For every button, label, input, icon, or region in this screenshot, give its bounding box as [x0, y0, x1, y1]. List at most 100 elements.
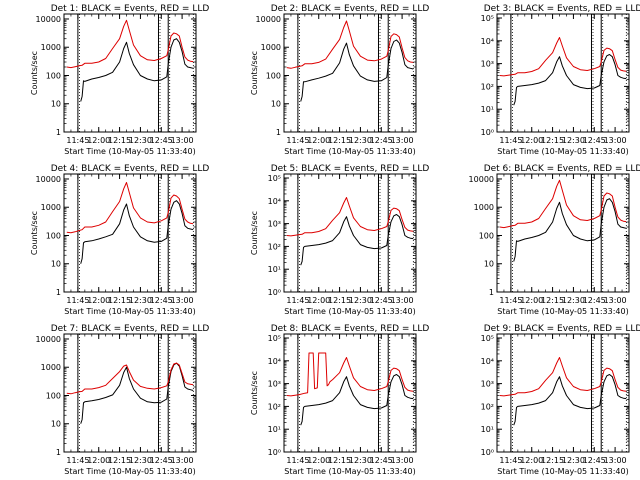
y-axis-label: Counts/sec — [30, 51, 39, 95]
x-tick-label: 11:45 — [286, 136, 309, 145]
x-tick-label: 12:30 — [129, 296, 152, 305]
series-line-lld — [286, 197, 414, 237]
x-tick-label: 12:30 — [562, 456, 585, 465]
panel-title: Det 7: BLACK = Events, RED = LLD — [51, 324, 210, 334]
y-axis-label: Counts/sec — [250, 51, 259, 95]
x-tick-label: 12:30 — [349, 136, 372, 145]
y-tick-label: 10¹ — [481, 425, 494, 434]
x-tick-label: 13:00 — [604, 456, 627, 465]
y-tick-label: 10⁰ — [268, 448, 281, 457]
x-tick-label: 12:30 — [129, 136, 152, 145]
x-tick-label: 13:00 — [604, 136, 627, 145]
y-tick-label: 100 — [46, 391, 61, 400]
panel-title: Det 9: BLACK = Events, RED = LLD — [484, 324, 640, 334]
x-tick-label: 12:45 — [150, 296, 173, 305]
x-tick-label: 12:15 — [328, 136, 351, 145]
plot-frame — [63, 13, 197, 133]
x-tick-label: 12:30 — [562, 136, 585, 145]
x-tick-label: 11:45 — [286, 296, 309, 305]
y-tick-label: 10⁵ — [268, 174, 281, 183]
y-tick-label: 10 — [484, 260, 494, 269]
x-axis-label: Start Time (10-May-05 11:33:40) — [64, 147, 195, 156]
x-tick-label: 12:45 — [583, 136, 606, 145]
x-tick-label: 12:45 — [370, 136, 393, 145]
y-tick-label: 10⁰ — [481, 448, 494, 457]
y-tick-label: 10 — [51, 420, 61, 429]
x-tick-label: 12:00 — [307, 136, 330, 145]
series-line-events — [300, 214, 414, 266]
series-line-lld — [66, 362, 194, 395]
x-axis-label: Start Time (10-May-05 11:33:40) — [497, 307, 628, 316]
x-tick-label: 12:30 — [562, 296, 585, 305]
y-axis-label: Counts/sec — [250, 211, 259, 255]
x-tick-label: 11:45 — [499, 136, 522, 145]
x-tick-label: 13:00 — [391, 136, 414, 145]
y-tick-label: 100 — [479, 231, 494, 240]
y-tick-label: 100 — [266, 71, 281, 80]
series-line-events — [300, 39, 414, 102]
y-tick-label: 10 — [271, 100, 281, 109]
y-tick-label: 10000 — [36, 15, 61, 24]
x-tick-label: 12:00 — [520, 296, 543, 305]
x-tick-label: 12:00 — [520, 136, 543, 145]
y-tick-label: 10000 — [36, 175, 61, 184]
x-tick-label: 13:00 — [604, 296, 627, 305]
panel-title: Det 3: BLACK = Events, RED = LLD — [484, 4, 640, 14]
series-line-lld — [66, 182, 194, 234]
x-tick-label: 11:45 — [499, 456, 522, 465]
x-tick-label: 12:15 — [108, 296, 131, 305]
series-line-lld — [286, 352, 414, 397]
x-tick-label: 12:00 — [520, 456, 543, 465]
x-tick-label: 12:45 — [583, 456, 606, 465]
detector-panel-5: 10⁰ 10¹ 10² 10³ 10⁴ 10⁵ 11:4512:0012:1512:3012… — [250, 164, 429, 316]
x-tick-label: 11:45 — [286, 456, 309, 465]
plot-frame — [283, 13, 417, 133]
y-tick-label: 10⁰ — [481, 128, 494, 137]
series-line-lld — [499, 37, 627, 77]
y-tick-label: 10³ — [481, 380, 494, 389]
panel-title: Det 8: BLACK = Events, RED = LLD — [271, 324, 430, 334]
panel-title: Det 4: BLACK = Events, RED = LLD — [51, 164, 210, 174]
x-tick-label: 11:45 — [66, 296, 89, 305]
x-tick-label: 12:30 — [349, 456, 372, 465]
detector-panel-4: 1 10 100 1000 10000 11:4512:0012:1512:3012:45… — [30, 164, 209, 316]
y-tick-label: 1000 — [41, 203, 61, 212]
y-tick-label: 10² — [268, 402, 281, 411]
detector-panel-3: 10⁰ 10¹ 10² 10³ 10⁴ 10⁵ 11:4512:0012:1512:3012… — [481, 4, 640, 156]
series-line-events — [513, 374, 627, 426]
y-tick-label: 10¹ — [268, 425, 281, 434]
y-tick-label: 10² — [481, 402, 494, 411]
series-line-lld — [499, 357, 627, 397]
x-tick-label: 13:00 — [171, 296, 194, 305]
series-line-events — [80, 200, 194, 264]
x-tick-label: 12:45 — [150, 136, 173, 145]
y-tick-label: 1000 — [41, 363, 61, 372]
series-line-events — [513, 198, 627, 262]
y-tick-label: 10000 — [256, 15, 281, 24]
x-tick-label: 12:00 — [307, 456, 330, 465]
y-tick-label: 10³ — [268, 380, 281, 389]
y-tick-label: 10⁴ — [268, 197, 281, 206]
y-tick-label: 10000 — [469, 175, 494, 184]
y-tick-label: 1 — [56, 448, 61, 457]
y-tick-label: 10⁴ — [268, 357, 281, 366]
x-tick-label: 12:15 — [541, 456, 564, 465]
y-tick-label: 1 — [489, 288, 494, 297]
y-tick-label: 10³ — [268, 220, 281, 229]
plot-frame — [63, 333, 197, 453]
x-tick-label: 12:15 — [328, 296, 351, 305]
x-tick-label: 12:15 — [328, 456, 351, 465]
y-tick-label: 10⁵ — [268, 334, 281, 343]
x-tick-label: 12:00 — [87, 136, 110, 145]
x-tick-label: 12:45 — [583, 296, 606, 305]
x-tick-label: 12:45 — [370, 456, 393, 465]
y-tick-label: 10⁵ — [481, 14, 494, 23]
y-tick-label: 1 — [56, 288, 61, 297]
x-tick-label: 12:45 — [370, 296, 393, 305]
y-tick-label: 10⁴ — [481, 357, 494, 366]
x-axis-label: Start Time (10-May-05 11:33:40) — [64, 467, 195, 476]
y-tick-label: 10 — [51, 100, 61, 109]
y-tick-label: 10⁵ — [481, 334, 494, 343]
plot-frame — [496, 173, 630, 293]
y-tick-label: 10¹ — [268, 265, 281, 274]
